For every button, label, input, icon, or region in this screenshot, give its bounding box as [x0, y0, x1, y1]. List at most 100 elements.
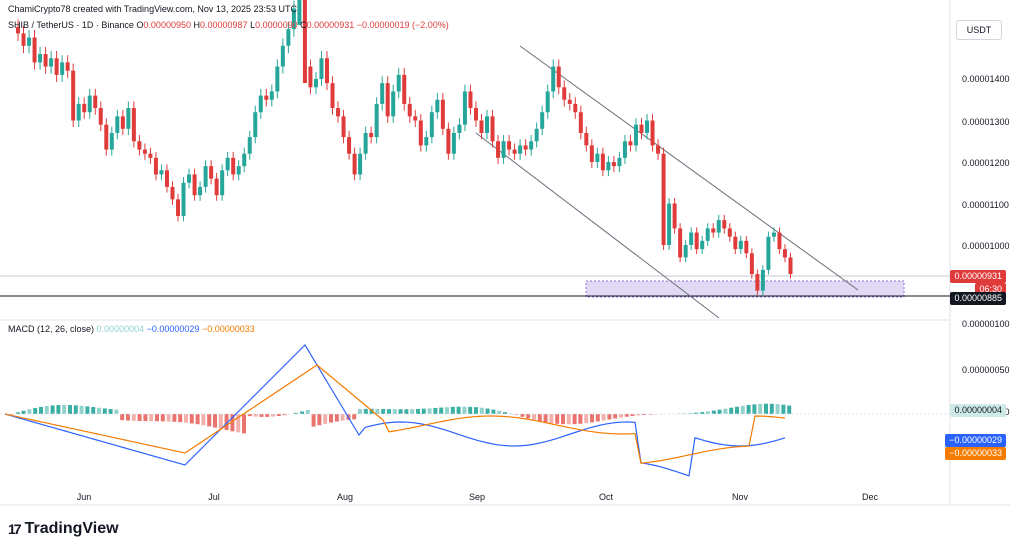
candle-body: [231, 157, 236, 175]
macd-histogram-bar: [740, 405, 745, 414]
macd-legend: MACD (12, 26, close) 0.00000004 −0.00000…: [8, 324, 255, 334]
macd-histogram-bar: [102, 408, 107, 414]
macd-histogram-bar: [595, 414, 600, 422]
candle-body: [507, 141, 512, 150]
macd-histogram-bar: [503, 412, 507, 414]
time-tick-label: Dec: [862, 492, 879, 502]
candle-body: [457, 124, 462, 133]
macd-histogram-bar: [253, 414, 258, 417]
candle-body: [27, 37, 32, 46]
macd-histogram-bar: [711, 410, 716, 414]
line-price-tag: 0.00000885: [950, 292, 1006, 305]
macd-line: [4, 344, 786, 477]
macd-histogram-bar: [294, 412, 299, 414]
macd-histogram-bar: [363, 408, 368, 414]
macd-histogram-bar: [648, 414, 652, 415]
macd-histogram-bar: [352, 414, 357, 420]
macd-histogram-bar: [317, 414, 322, 426]
attribution-text: ChamiCrypto78 created with TradingView.c…: [8, 4, 297, 14]
macd-histogram-bar: [155, 414, 159, 422]
close-value: 0.00000931: [306, 20, 355, 30]
macd-histogram-bar: [717, 409, 722, 414]
support-zone: [585, 280, 905, 298]
macd-histogram-bar: [218, 414, 223, 429]
macd-histogram-bar: [729, 407, 734, 414]
price-tick-label: 0.00000100: [962, 319, 1010, 329]
macd-histogram-bar: [688, 413, 693, 414]
time-tick-label: Sep: [469, 492, 485, 502]
candle-body: [38, 54, 43, 63]
candle-body: [429, 112, 434, 138]
candle-body: [689, 232, 694, 245]
macd-histogram-bar: [514, 414, 519, 416]
macd-histogram-bar: [149, 414, 154, 422]
currency-button[interactable]: USDT: [956, 20, 1002, 40]
candle-body: [253, 112, 258, 138]
macd-histogram-bar: [474, 407, 478, 414]
candle-body: [358, 153, 363, 175]
price-tick-label: 0.00001200: [962, 158, 1010, 168]
price-tick-label: 0.00001300: [962, 117, 1010, 127]
symbol-name: SHIB / TetherUS · 1D · Binance: [8, 20, 134, 30]
symbol-ohlc-line: SHIB / TetherUS · 1D · Binance O0.000009…: [8, 20, 449, 30]
macd-histogram-bar: [613, 414, 618, 419]
candle-body: [573, 103, 578, 113]
macd-histogram-bar: [108, 409, 113, 414]
macd-histogram-bar: [242, 414, 246, 434]
candle-body: [363, 132, 368, 154]
candle-body: [529, 141, 534, 150]
price-tick-label: 0.00001400: [962, 74, 1010, 84]
macd-histogram-bar: [532, 414, 536, 420]
macd-histogram-bar: [619, 414, 623, 418]
macd-histogram-bar: [387, 409, 391, 414]
candle-body: [308, 66, 313, 88]
candle-body: [275, 66, 280, 92]
macd-histogram-bar: [392, 409, 397, 414]
macd-histogram-bar: [195, 414, 200, 425]
candle-body: [198, 186, 203, 196]
candle-body: [518, 145, 523, 154]
candle-body: [584, 132, 589, 146]
candle-body: [264, 95, 269, 100]
macd-histogram-bar: [607, 414, 612, 420]
candle-body: [225, 157, 230, 171]
candle-body: [540, 112, 545, 129]
candle-body: [479, 120, 484, 133]
macd-histogram-bar: [137, 414, 142, 421]
macd-histogram-bar: [549, 414, 554, 424]
macd-hist-tag: 0.00000004: [950, 404, 1006, 417]
macd-histogram-bar: [462, 406, 467, 414]
candle-body: [556, 66, 561, 88]
macd-histogram-bar: [723, 408, 728, 414]
candle-body: [760, 269, 765, 291]
macd-histogram-bar: [97, 407, 101, 414]
macd-histogram-bar: [468, 406, 473, 414]
macd-histogram-bar: [520, 414, 525, 417]
last-price-tag: 0.00000931: [950, 270, 1006, 283]
candle-body: [115, 116, 120, 133]
candle-body: [170, 186, 175, 200]
candle-body: [142, 149, 147, 154]
macd-histogram-bar: [15, 412, 20, 414]
macd-histogram-bar: [555, 414, 560, 424]
candle-body: [755, 274, 760, 291]
macd-histogram-bar: [271, 414, 275, 417]
candle-body: [523, 145, 528, 150]
candle-body: [148, 153, 153, 158]
macd-histogram-bar: [624, 414, 629, 417]
tradingview-logo[interactable]: 17 TradingView: [8, 520, 119, 538]
price-tick-label: 0.00001000: [962, 241, 1010, 251]
macd-histogram-bar: [79, 405, 84, 414]
macd-histogram-bar: [572, 414, 577, 425]
candle-body: [93, 95, 98, 109]
macd-histogram-bar: [340, 414, 345, 421]
candle-body: [209, 166, 214, 179]
macd-histogram-bar: [131, 414, 136, 421]
candle-body: [639, 124, 644, 133]
channel-upper-line: [519, 45, 859, 291]
candle-body: [391, 91, 396, 117]
candle-body: [424, 137, 429, 146]
time-tick-label: Jun: [77, 492, 92, 502]
macd-histogram-bar: [578, 414, 583, 424]
